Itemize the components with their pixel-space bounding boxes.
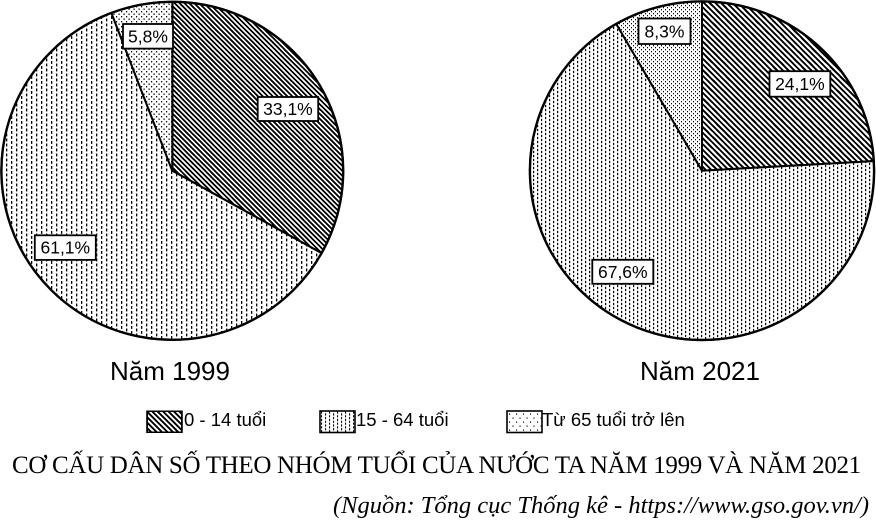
- svg-text:15 - 64 tuổi: 15 - 64 tuổi: [356, 409, 449, 430]
- svg-text:CƠ CẤU DÂN SỐ THEO NHÓM TUỔI C: CƠ CẤU DÂN SỐ THEO NHÓM TUỔI CỦA NƯỚC TA…: [12, 450, 861, 479]
- svg-text:33,1%: 33,1%: [263, 99, 313, 119]
- svg-text:Năm 2021: Năm 2021: [640, 356, 760, 386]
- svg-text:61,1%: 61,1%: [40, 238, 90, 258]
- svg-text:5,8%: 5,8%: [128, 26, 168, 46]
- svg-text:Từ 65 tuổi trở lên: Từ 65 tuổi trở lên: [542, 409, 685, 430]
- svg-text:(Nguồn: Tổng cục Thống kê - ht: (Nguồn: Tổng cục Thống kê - https://www.…: [333, 492, 869, 519]
- svg-text:0 - 14 tuổi: 0 - 14 tuổi: [184, 409, 266, 430]
- svg-text:Năm 1999: Năm 1999: [110, 356, 230, 386]
- svg-text:8,3%: 8,3%: [645, 21, 685, 41]
- svg-text:67,6%: 67,6%: [598, 262, 648, 282]
- svg-text:24,1%: 24,1%: [775, 74, 825, 94]
